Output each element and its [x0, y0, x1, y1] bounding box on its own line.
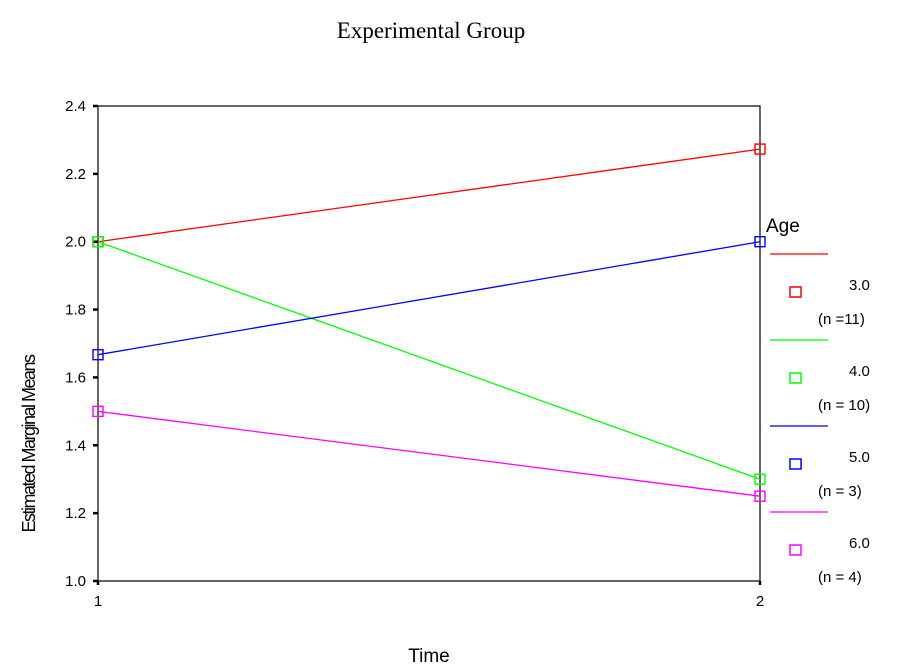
data-point-5.0 — [754, 236, 766, 248]
legend-title: Age — [766, 216, 800, 237]
legend-label: 5.0 — [849, 449, 870, 466]
y-tick-label: 1.0 — [65, 573, 86, 590]
y-tick-label: 1.6 — [65, 369, 86, 386]
x-axis-label: Time — [408, 646, 450, 667]
data-point-3.0 — [754, 143, 766, 155]
data-point-4.0 — [92, 236, 104, 248]
legend-marker — [789, 372, 802, 384]
data-point-6.0 — [754, 490, 766, 502]
data-point-5.0 — [92, 348, 104, 361]
legend-marker — [789, 458, 802, 470]
legend-label: 6.0 — [849, 535, 870, 552]
y-tick-label: 2.0 — [65, 234, 86, 251]
y-tick-label: 1.8 — [65, 302, 86, 319]
plot-frame — [97, 105, 761, 582]
series-line-5.0 — [97, 241, 761, 356]
y-tick-label: 1.2 — [65, 505, 86, 522]
legend-n-label: (n = 3) — [818, 483, 862, 500]
legend-n-label: (n = 10) — [818, 397, 870, 414]
series-line-4.0 — [97, 241, 761, 480]
legend-label: 4.0 — [849, 363, 870, 380]
data-point-4.0 — [754, 473, 766, 485]
legend-n-label: (n =11) — [818, 311, 865, 328]
data-point-6.0 — [92, 405, 104, 418]
series-layer — [92, 143, 766, 502]
legend-marker — [789, 544, 802, 556]
y-axis: 1.0 1.2 1.4 1.6 1.8 2.0 2.2 2.4 — [65, 98, 98, 590]
chart-title: Experimental Group — [337, 18, 525, 43]
x-tick-label: 2 — [756, 593, 764, 610]
y-axis-label: Estimated Marginal Means — [19, 354, 39, 533]
y-tick-label: 2.4 — [65, 98, 86, 115]
series-line-3.0 — [97, 148, 761, 243]
legend-n-label: (n = 4) — [818, 569, 862, 586]
legend-label: 3.0 — [849, 277, 870, 294]
x-tick-label: 1 — [94, 593, 102, 610]
y-tick-label: 1.4 — [65, 437, 86, 454]
legend-marker — [789, 286, 802, 298]
legend: Age 3.0 (n =11) 4.0 (n = 10) 5.0 (n = 3) 6.0 (n… — [766, 216, 870, 586]
y-tick-label: 2.2 — [65, 166, 86, 183]
series-line-6.0 — [97, 410, 761, 497]
